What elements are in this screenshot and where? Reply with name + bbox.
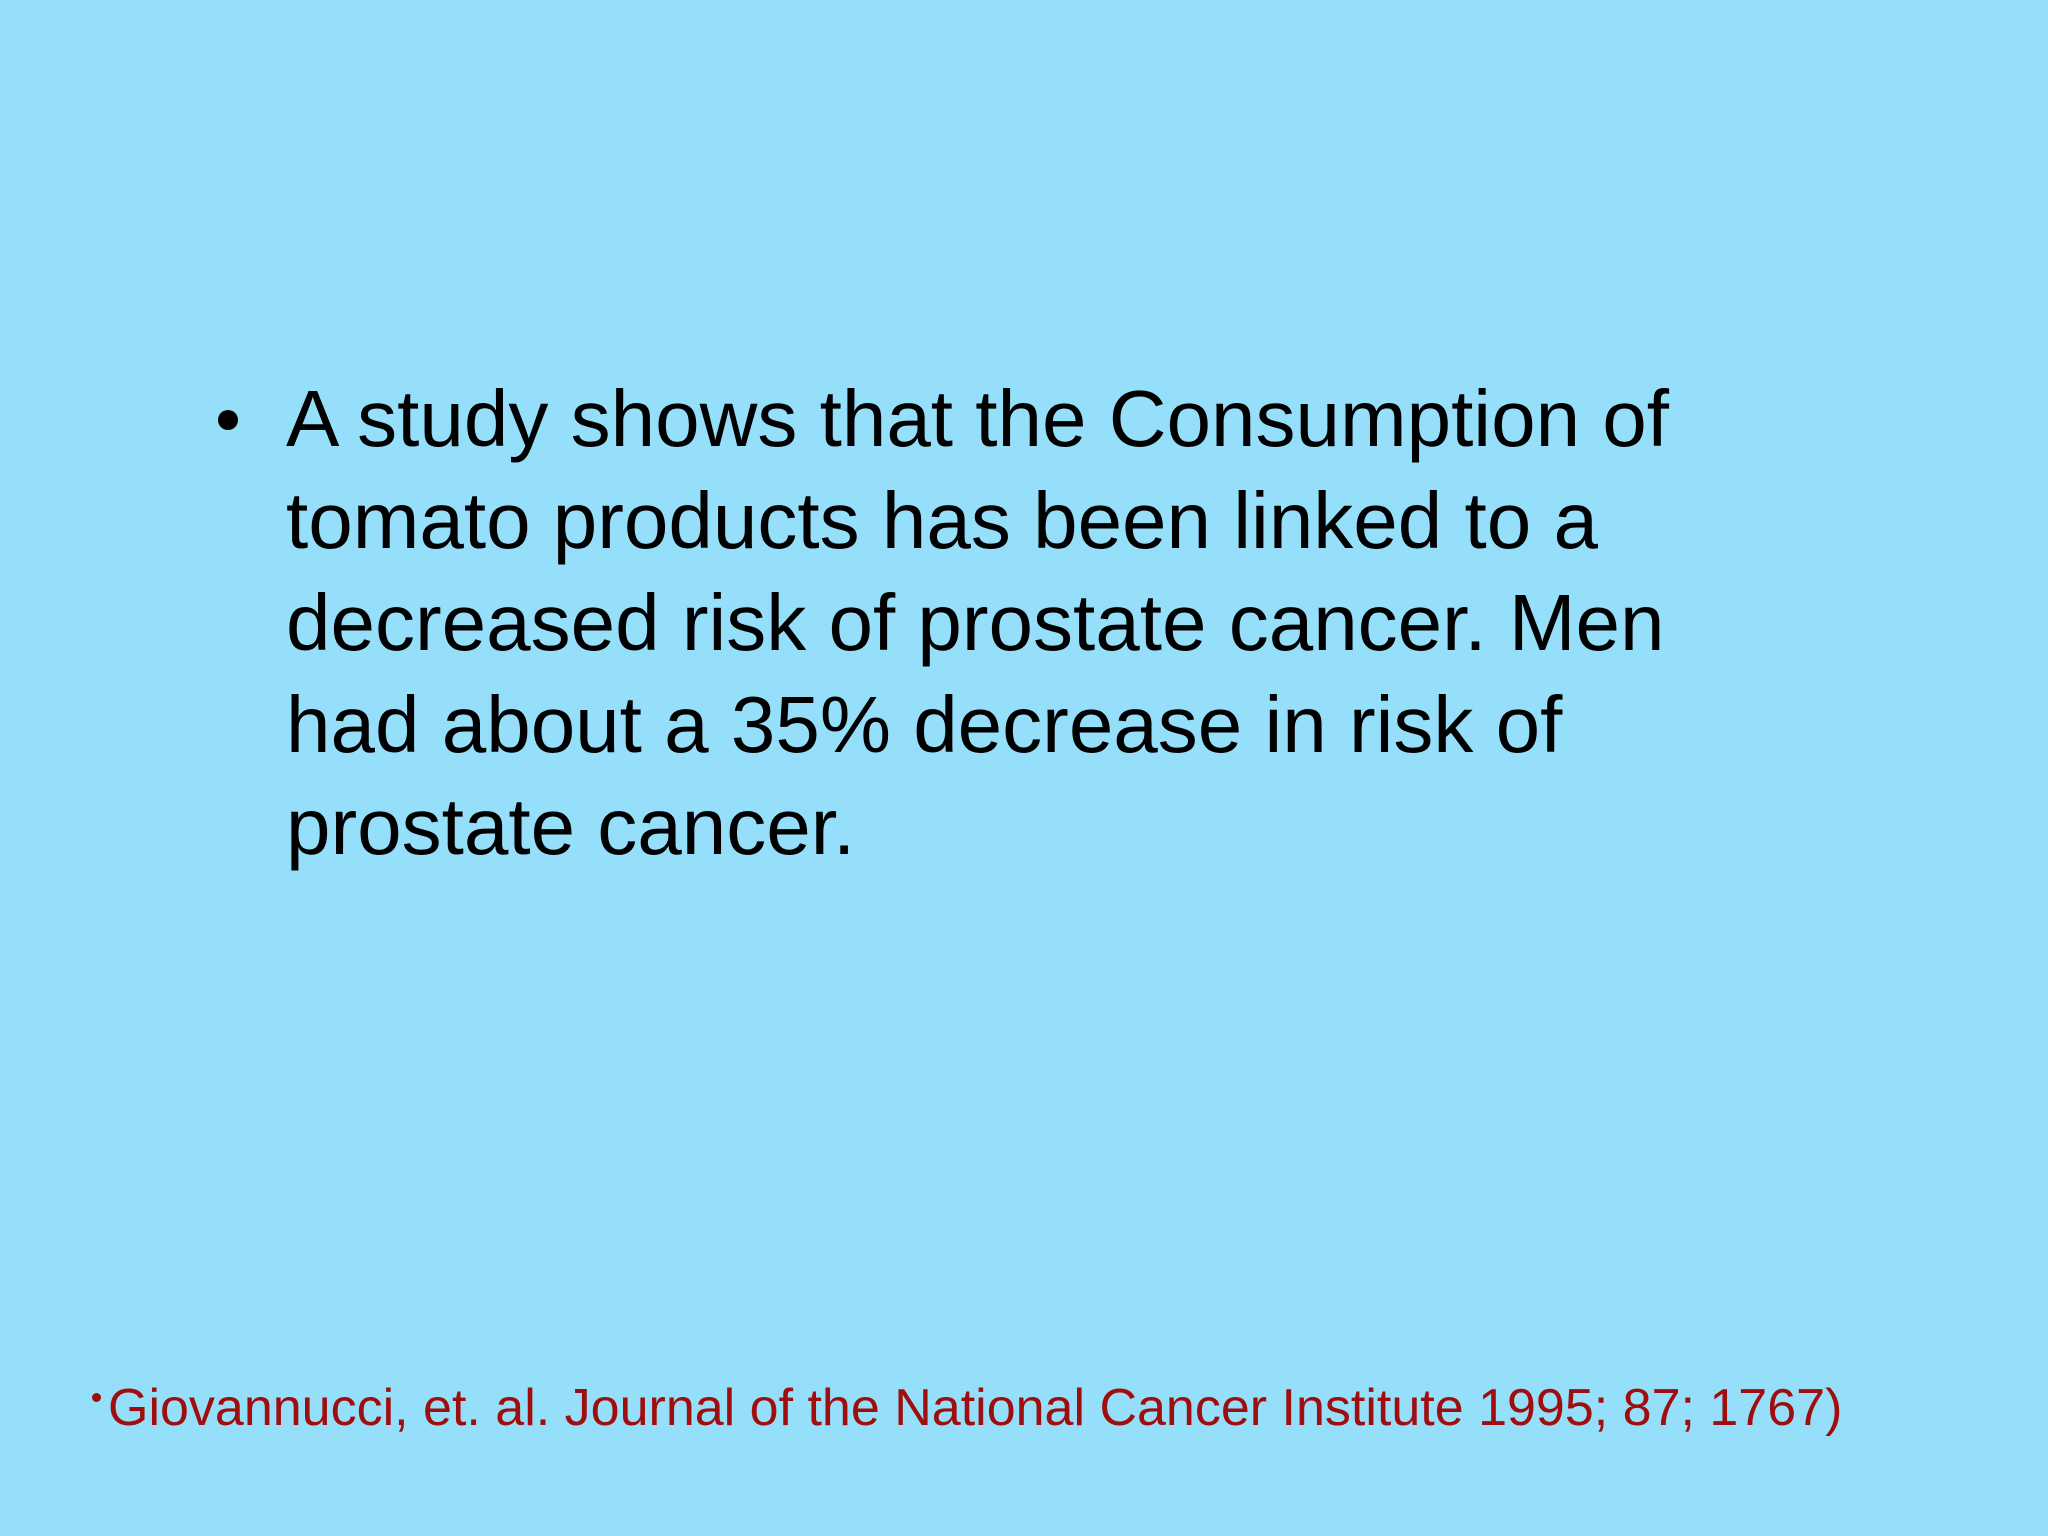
bullet-line: tomato products has been linked to a — [286, 476, 1598, 565]
bullet-text: A study shows that the Consumption of tom… — [286, 368, 1669, 878]
bullet-line: A study shows that the Consumption of — [286, 374, 1670, 463]
citation-dot — [92, 1393, 101, 1402]
bullet-line: had about a 35% decrease in risk of — [286, 680, 1563, 769]
bullet-line: prostate cancer. — [286, 782, 856, 871]
bullet-line: decreased risk of prostate cancer. Men — [286, 578, 1665, 667]
citation: Giovannucci, et. al. Journal of the Nati… — [108, 1379, 1843, 1437]
bullet-dot — [218, 410, 238, 430]
